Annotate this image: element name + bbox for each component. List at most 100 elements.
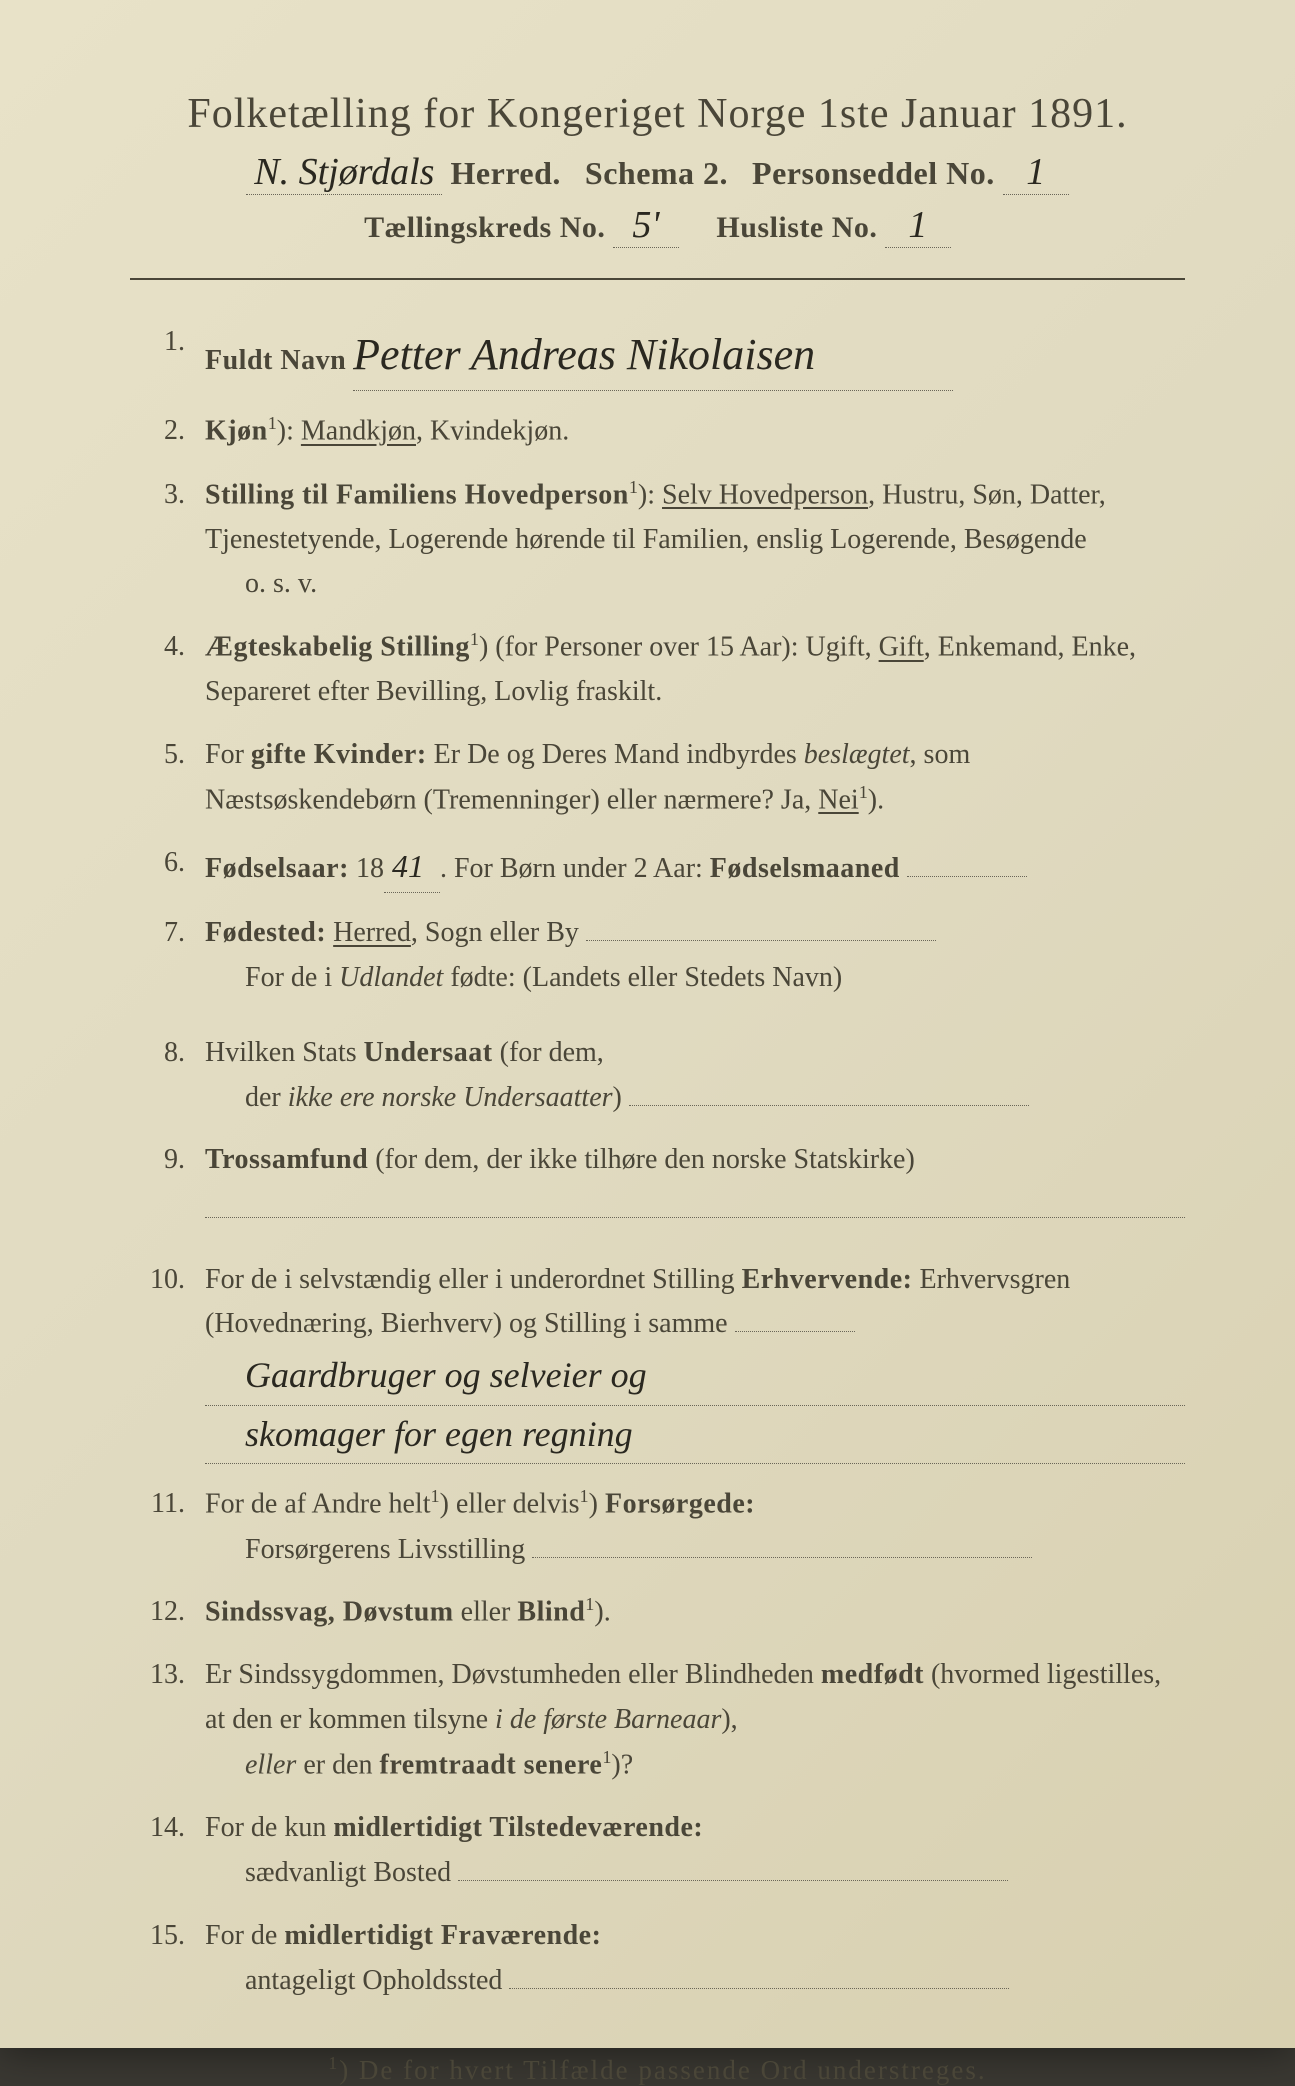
occ-blank bbox=[735, 1331, 855, 1332]
personseddel-label: Personseddel No. bbox=[752, 155, 995, 191]
item-italic: beslægtet bbox=[804, 739, 910, 770]
marital-selected: Gift bbox=[879, 632, 924, 663]
item-end: ), bbox=[721, 1704, 737, 1735]
item-9-religion: 9. Trossamfund (for dem, der ikke tilhør… bbox=[130, 1138, 1185, 1232]
birthmonth-blank bbox=[907, 876, 1027, 877]
item-7-birthplace: 7. Fødested: Herred, Sogn eller By For d… bbox=[130, 911, 1185, 1001]
item-6-birthyear: 6. Fødselsaar: 1841. For Børn under 2 Aa… bbox=[130, 841, 1185, 893]
whereabouts-blank bbox=[509, 1988, 1009, 1989]
full-name-value: Petter Andreas Nikolaisen bbox=[353, 320, 953, 391]
year-value: 41 bbox=[384, 841, 440, 893]
item-number: 5. bbox=[130, 733, 205, 823]
item-label: Kjøn bbox=[205, 416, 268, 447]
item-12-disability: 12. Sindssvag, Døvstum eller Blind1). bbox=[130, 1590, 1185, 1635]
page-title: Folketælling for Kongeriget Norge 1ste J… bbox=[130, 90, 1185, 138]
item-pre: For de kun bbox=[205, 1812, 333, 1843]
item-label2: Blind bbox=[517, 1597, 585, 1628]
header-row-1: N. Stjørdals Herred. Schema 2. Personsed… bbox=[130, 150, 1185, 195]
header-row-2: Tællingskreds No. 5' Husliste No. 1 bbox=[130, 203, 1185, 248]
item-pre: For de i selvstændig eller i underordnet… bbox=[205, 1264, 742, 1295]
relation-selected: Selv Hovedperson bbox=[662, 479, 868, 510]
footnote-ref: 1 bbox=[585, 1594, 594, 1614]
item-label: Stilling til Familiens Hovedperson bbox=[205, 479, 629, 510]
footnote-ref: 1 bbox=[859, 782, 868, 802]
item-10-occupation: 10. For de i selvstændig eller i underor… bbox=[130, 1258, 1185, 1465]
line3-text: er den bbox=[296, 1749, 379, 1780]
form-items: 1. Fuldt Navn Petter Andreas Nikolaisen … bbox=[130, 320, 1185, 2003]
item-15-temp-absent: 15. For de midlertidigt Fraværende: anta… bbox=[130, 1914, 1185, 2004]
item-pre: Hvilken Stats bbox=[205, 1037, 364, 1068]
occupation-value-1: Gaardbruger og selveier og bbox=[205, 1347, 1185, 1406]
husliste-value: 1 bbox=[885, 203, 951, 248]
item-label: gifte Kvinder: bbox=[251, 739, 427, 770]
item-text: (for dem, der ikke tilhøre den norske St… bbox=[368, 1144, 915, 1175]
item-label: medfødt bbox=[821, 1659, 924, 1690]
item-pre: For de bbox=[205, 1920, 284, 1951]
line2: antageligt Opholdssted bbox=[245, 1965, 502, 1996]
item-pre: For de af Andre helt bbox=[205, 1489, 431, 1520]
line3-italic: eller bbox=[245, 1749, 296, 1780]
item-number: 7. bbox=[130, 911, 205, 1001]
item-number: 9. bbox=[130, 1138, 205, 1232]
sex-selected: Mandkjøn bbox=[301, 416, 416, 447]
birthmonth-label: Fødselsmaaned bbox=[710, 853, 900, 884]
footnote-ref: 1 bbox=[580, 1486, 589, 1506]
line2-pre: der bbox=[245, 1082, 288, 1113]
item-label: Undersaat bbox=[364, 1037, 493, 1068]
item-label: midlertidigt Tilstedeværende: bbox=[333, 1812, 703, 1843]
residence-blank bbox=[458, 1880, 1008, 1881]
marital-paren: ) (for Personer over 15 Aar): Ugift, bbox=[479, 632, 879, 663]
item-8-citizenship: 8. Hvilken Stats Undersaat (for dem, der… bbox=[130, 1031, 1185, 1121]
item-label: Trossamfund bbox=[205, 1144, 368, 1175]
item-1-name: 1. Fuldt Navn Petter Andreas Nikolaisen bbox=[130, 320, 1185, 391]
sex-other: , Kvindekjøn. bbox=[416, 416, 569, 447]
footnote-marker: 1 bbox=[328, 2053, 339, 2073]
item-number: 14. bbox=[130, 1806, 205, 1896]
item-label: Fuldt Navn bbox=[205, 345, 346, 376]
item-number: 12. bbox=[130, 1590, 205, 1635]
item-text: Er De og Deres Mand indbyrdes bbox=[427, 739, 804, 770]
abroad-italic: Udlandet bbox=[339, 962, 443, 993]
line2: Forsørgerens Livsstilling bbox=[245, 1534, 525, 1565]
text-mid: . For Børn under 2 Aar: bbox=[440, 853, 710, 884]
birthplace-blank bbox=[586, 940, 936, 941]
footnote-ref: 1 bbox=[629, 477, 638, 497]
item-end: ). bbox=[868, 784, 884, 815]
personseddel-value: 1 bbox=[1003, 150, 1069, 195]
religion-blank bbox=[205, 1183, 1185, 1218]
item-number: 4. bbox=[130, 625, 205, 715]
item-5-married-women: 5. For gifte Kvinder: Er De og Deres Man… bbox=[130, 733, 1185, 823]
item-number: 15. bbox=[130, 1914, 205, 2004]
birthplace-options: , Sogn eller By bbox=[411, 917, 579, 948]
item-label: Sindssvag, Døvstum bbox=[205, 1597, 454, 1628]
year-prefix: 18 bbox=[349, 853, 384, 884]
item-13-congenital: 13. Er Sindssygdommen, Døvstumheden elle… bbox=[130, 1653, 1185, 1788]
item-label: midlertidigt Fraværende: bbox=[284, 1920, 601, 1951]
item-label: Erhvervende: bbox=[742, 1264, 913, 1295]
herred-value: N. Stjørdals bbox=[246, 150, 442, 195]
footnote-ref: 1 bbox=[268, 413, 277, 433]
census-form-page: Folketælling for Kongeriget Norge 1ste J… bbox=[0, 0, 1295, 2048]
item-pre: For bbox=[205, 739, 251, 770]
birthplace-selected: Herred bbox=[333, 917, 411, 948]
footnote-ref: 1 bbox=[470, 629, 479, 649]
line2: sædvanligt Bosted bbox=[245, 1857, 451, 1888]
item-3-relation: 3. Stilling til Familiens Hovedperson1):… bbox=[130, 473, 1185, 608]
item-14-temp-present: 14. For de kun midlertidigt Tilstedevære… bbox=[130, 1806, 1185, 1896]
taellingskreds-value: 5' bbox=[613, 203, 679, 248]
header-divider bbox=[130, 278, 1185, 280]
item-number: 13. bbox=[130, 1653, 205, 1788]
item-2-sex: 2. Kjøn1): Mandkjøn, Kvindekjøn. bbox=[130, 409, 1185, 454]
abroad-rest: fødte: (Landets eller Stedets Navn) bbox=[443, 962, 842, 993]
footnote-text: ) De for hvert Tilfælde passende Ord und… bbox=[339, 2055, 986, 2085]
husliste-label: Husliste No. bbox=[716, 211, 877, 244]
schema-label: Schema 2. bbox=[585, 155, 728, 191]
line2-italic: ikke ere norske Undersaatter bbox=[288, 1082, 613, 1113]
item-number: 6. bbox=[130, 841, 205, 893]
line3-bold: fremtraadt senere bbox=[380, 1749, 603, 1780]
item-number: 3. bbox=[130, 473, 205, 608]
item-number: 1. bbox=[130, 320, 205, 391]
item-mid: ) eller delvis bbox=[440, 1489, 580, 1520]
item-number: 2. bbox=[130, 409, 205, 454]
item-label: Forsørgede: bbox=[605, 1489, 755, 1520]
